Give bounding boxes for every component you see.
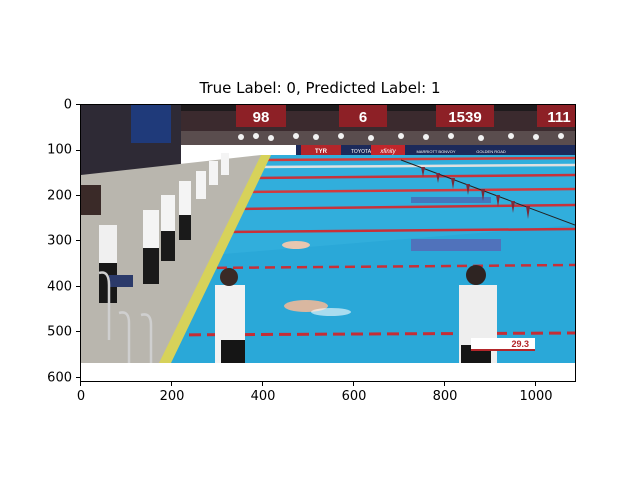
swimmer-1 — [282, 241, 310, 249]
scoreboard-number-1: 98 — [253, 109, 270, 126]
x-tick-label: 600 — [341, 389, 367, 404]
y-tick-mark — [76, 331, 80, 332]
x-tick-label: 400 — [250, 389, 276, 404]
x-tick-label: 800 — [432, 389, 458, 404]
sponsor-xfinity: xfinity — [379, 149, 396, 155]
time-display — [471, 338, 535, 349]
y-tick-mark — [76, 150, 80, 151]
swimmer-2 — [284, 300, 328, 312]
y-tick-mark — [76, 286, 80, 287]
sponsor-marriott: MARRIOTT BONVOY — [416, 149, 455, 154]
y-tick-label: 0 — [63, 97, 72, 113]
scoreboard-number-4: 111 — [547, 109, 570, 126]
y-tick-label: 600 — [47, 370, 72, 386]
scoreboard-banner-1 — [236, 105, 286, 127]
lane-marker-edge — [159, 155, 271, 363]
x-tick-mark — [262, 382, 263, 386]
x-tick-label: 200 — [159, 389, 185, 404]
y-tick-label: 300 — [47, 233, 72, 249]
y-tick-label: 100 — [47, 142, 72, 158]
image-axes: 98 6 1539 111 TYR TOYOTA xfinity MARRIOT… — [80, 104, 576, 382]
scoreboard-number-3: 1539 — [448, 109, 481, 126]
y-tick-mark — [76, 377, 80, 378]
scoreboard-number-2: 6 — [359, 109, 367, 126]
x-tick-mark — [353, 382, 354, 386]
y-tick-mark — [76, 195, 80, 196]
swimming-pool-photo: 98 6 1539 111 TYR TOYOTA xfinity MARRIOT… — [81, 105, 575, 363]
y-tick-mark — [76, 104, 80, 105]
sponsor-golden-road: GOLDEN ROAD — [476, 149, 506, 154]
x-tick-mark — [171, 382, 172, 386]
x-tick-mark — [80, 382, 81, 386]
time-display-value: 29.3 — [511, 339, 529, 349]
x-tick-mark — [535, 382, 536, 386]
sponsor-tyr: TYR — [315, 149, 328, 155]
sponsor-toyota: TOYOTA — [351, 149, 372, 155]
x-tick-label: 0 — [76, 389, 86, 404]
x-tick-mark — [444, 382, 445, 386]
figure-title: True Label: 0, Predicted Label: 1 — [199, 79, 441, 97]
y-tick-mark — [76, 240, 80, 241]
y-tick-label: 200 — [47, 188, 72, 204]
y-tick-label: 400 — [47, 279, 72, 295]
x-tick-label: 1000 — [519, 389, 553, 404]
y-tick-label: 500 — [47, 324, 72, 340]
